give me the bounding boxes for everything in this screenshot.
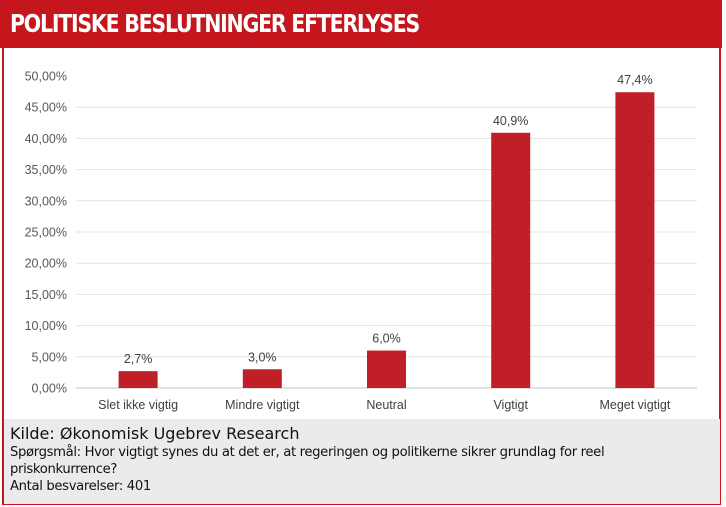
y-tick-label: 25,00% [25,226,67,240]
bar [242,369,282,388]
bars [118,92,655,388]
x-tick-label: Vigtigt [493,398,528,412]
x-tick-label: Meget vigtigt [599,398,670,412]
x-tick-label: Mindre vigtigt [225,398,300,412]
bar [367,350,406,388]
title-bar: POLITISKE BESLUTNINGER EFTERLYSES [0,0,722,48]
question-text-line2: priskonkurrence? [10,462,118,477]
response-count: Antal besvarelser: 401 [10,479,151,494]
question-text-line1: Spørgsmål: Hvor vigtigt synes du at det … [10,445,605,460]
data-label: 40,9% [493,114,528,128]
bar [615,92,655,388]
y-tick-label: 20,00% [25,257,67,271]
y-tick-label: 40,00% [25,132,67,146]
data-label: 47,4% [617,73,652,87]
bar [118,371,158,388]
page-title: POLITISKE BESLUTNINGER EFTERLYSES [10,9,420,38]
x-axis-labels: Slet ikke vigtig Mindre vigtigt Neutral Vig… [98,398,671,412]
x-tick-label: Slet ikke vigtig [98,398,178,412]
y-tick-label: 10,00% [25,319,67,333]
bar-chart: 0,00% 5,00% 10,00% 15,00% 20,00% 25,00% 30,00%… [25,70,697,412]
x-tick-label: Neutral [366,398,406,412]
y-tick-label: 0,00% [32,382,67,396]
y-axis-ticks: 0,00% 5,00% 10,00% 15,00% 20,00% 25,00% 30,00%… [25,70,67,396]
y-tick-label: 5,00% [32,350,67,364]
data-label: 6,0% [372,332,401,346]
source-text: Kilde: Økonomisk Ugebrev Research [10,424,300,443]
y-tick-label: 50,00% [25,70,67,84]
y-tick-label: 45,00% [25,101,67,115]
bar [491,132,531,388]
y-tick-label: 15,00% [25,288,67,302]
gridlines [76,106,697,389]
source-footer: Kilde: Økonomisk Ugebrev Research Spørgs… [4,419,720,504]
y-tick-label: 30,00% [25,194,67,208]
y-tick-label: 35,00% [25,163,67,177]
data-label: 2,7% [124,352,153,366]
data-label: 3,0% [248,350,277,364]
data-labels: 2,7% 3,0% 6,0% 40,9% 47,4% [124,73,653,366]
